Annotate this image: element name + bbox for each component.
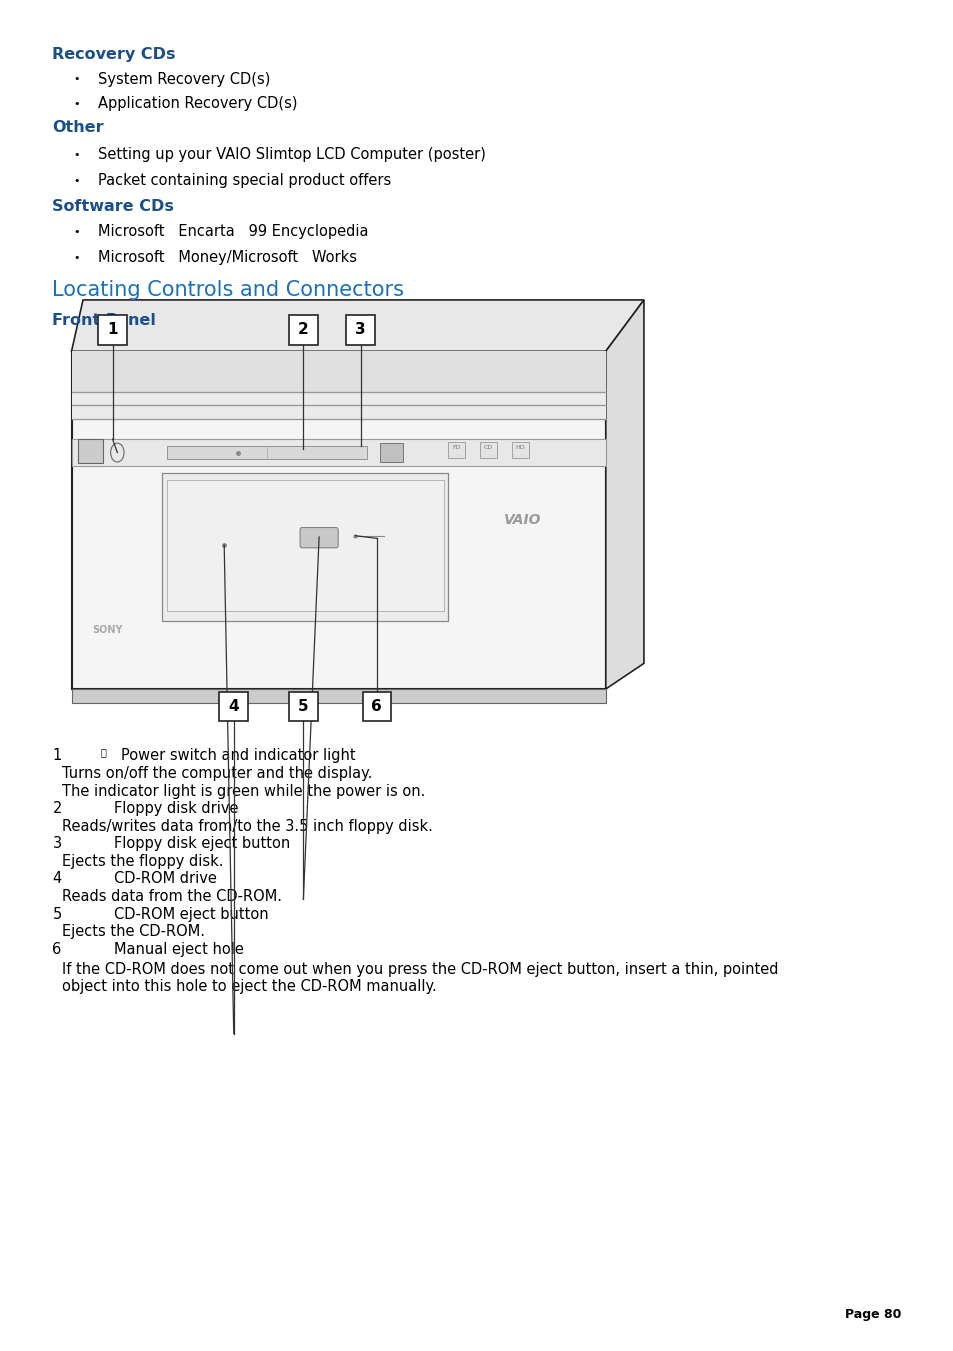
Text: •: • [73,227,80,236]
Polygon shape [605,300,643,689]
Text: Floppy disk eject button: Floppy disk eject button [114,836,291,851]
Text: Application Recovery CD(s): Application Recovery CD(s) [98,96,297,111]
Bar [346,315,375,345]
Text: HD: HD [515,444,524,450]
Text: System Recovery CD(s): System Recovery CD(s) [98,72,271,86]
Bar [162,473,448,621]
Text: 3: 3 [52,836,62,851]
Text: Page 80: Page 80 [844,1308,901,1321]
Text: Ejects the CD-ROM.: Ejects the CD-ROM. [62,924,205,939]
Bar [362,692,391,721]
Text: CD-ROM drive: CD-ROM drive [114,871,217,886]
Text: Packet containing special product offers: Packet containing special product offers [98,173,391,188]
Polygon shape [71,300,643,351]
Text: Front Panel: Front Panel [52,313,156,328]
Text: Other: Other [52,120,104,135]
Text: Floppy disk drive: Floppy disk drive [114,801,239,816]
Bar [71,351,605,392]
Text: 4: 4 [228,698,239,715]
Text: 3: 3 [355,322,366,338]
FancyBboxPatch shape [299,527,337,549]
Bar [379,443,402,462]
Text: CD-ROM eject button: CD-ROM eject button [114,907,269,921]
Text: 1: 1 [107,322,118,338]
Text: Software CDs: Software CDs [52,199,174,213]
Text: Reads/writes data from/to the 3.5 inch floppy disk.: Reads/writes data from/to the 3.5 inch f… [62,819,433,834]
Text: Power switch and indicator light: Power switch and indicator light [121,748,355,763]
Text: •: • [73,176,80,185]
Text: 4: 4 [52,871,62,886]
Bar [289,692,317,721]
Text: Ejects the floppy disk.: Ejects the floppy disk. [62,854,223,869]
Text: VAIO: VAIO [504,513,541,527]
Bar [71,439,605,466]
Bar [78,439,103,463]
Bar [71,392,605,419]
Bar [98,315,127,345]
Text: Manual eject hole: Manual eject hole [114,942,244,957]
Text: ⏻: ⏻ [100,747,106,757]
Text: 5: 5 [297,698,309,715]
Text: •: • [73,99,80,108]
Bar [219,692,248,721]
Text: CD: CD [483,444,493,450]
Text: Microsoft   Encarta   99 Encyclopedia: Microsoft Encarta 99 Encyclopedia [98,224,369,239]
Text: •: • [73,74,80,84]
Text: SONY: SONY [92,626,123,635]
Text: Recovery CDs: Recovery CDs [52,47,175,62]
Text: If the CD-ROM does not come out when you press the CD-ROM eject button, insert a: If the CD-ROM does not come out when you… [62,962,778,977]
Bar [71,689,605,703]
Bar [447,442,464,458]
Bar [71,351,605,689]
Bar [289,315,317,345]
Text: FD: FD [452,444,460,450]
Bar [167,446,367,459]
Text: •: • [73,150,80,159]
Text: Reads data from the CD-ROM.: Reads data from the CD-ROM. [62,889,282,904]
Text: 6: 6 [371,698,382,715]
Text: The indicator light is green while the power is on.: The indicator light is green while the p… [62,784,425,798]
Bar [511,442,528,458]
Text: 2: 2 [52,801,62,816]
Text: Microsoft   Money/Microsoft   Works: Microsoft Money/Microsoft Works [98,250,356,265]
Text: Turns on/off the computer and the display.: Turns on/off the computer and the displa… [62,766,372,781]
Text: Setting up your VAIO Slimtop LCD Computer (poster): Setting up your VAIO Slimtop LCD Compute… [98,147,486,162]
Text: •: • [73,253,80,262]
Text: object into this hole to eject the CD-ROM manually.: object into this hole to eject the CD-RO… [62,979,436,994]
Text: 2: 2 [297,322,309,338]
Bar [167,480,443,611]
Text: 1: 1 [52,748,62,763]
Text: 5: 5 [52,907,62,921]
Text: 6: 6 [52,942,62,957]
Text: Locating Controls and Connectors: Locating Controls and Connectors [52,280,404,300]
Bar [479,442,497,458]
